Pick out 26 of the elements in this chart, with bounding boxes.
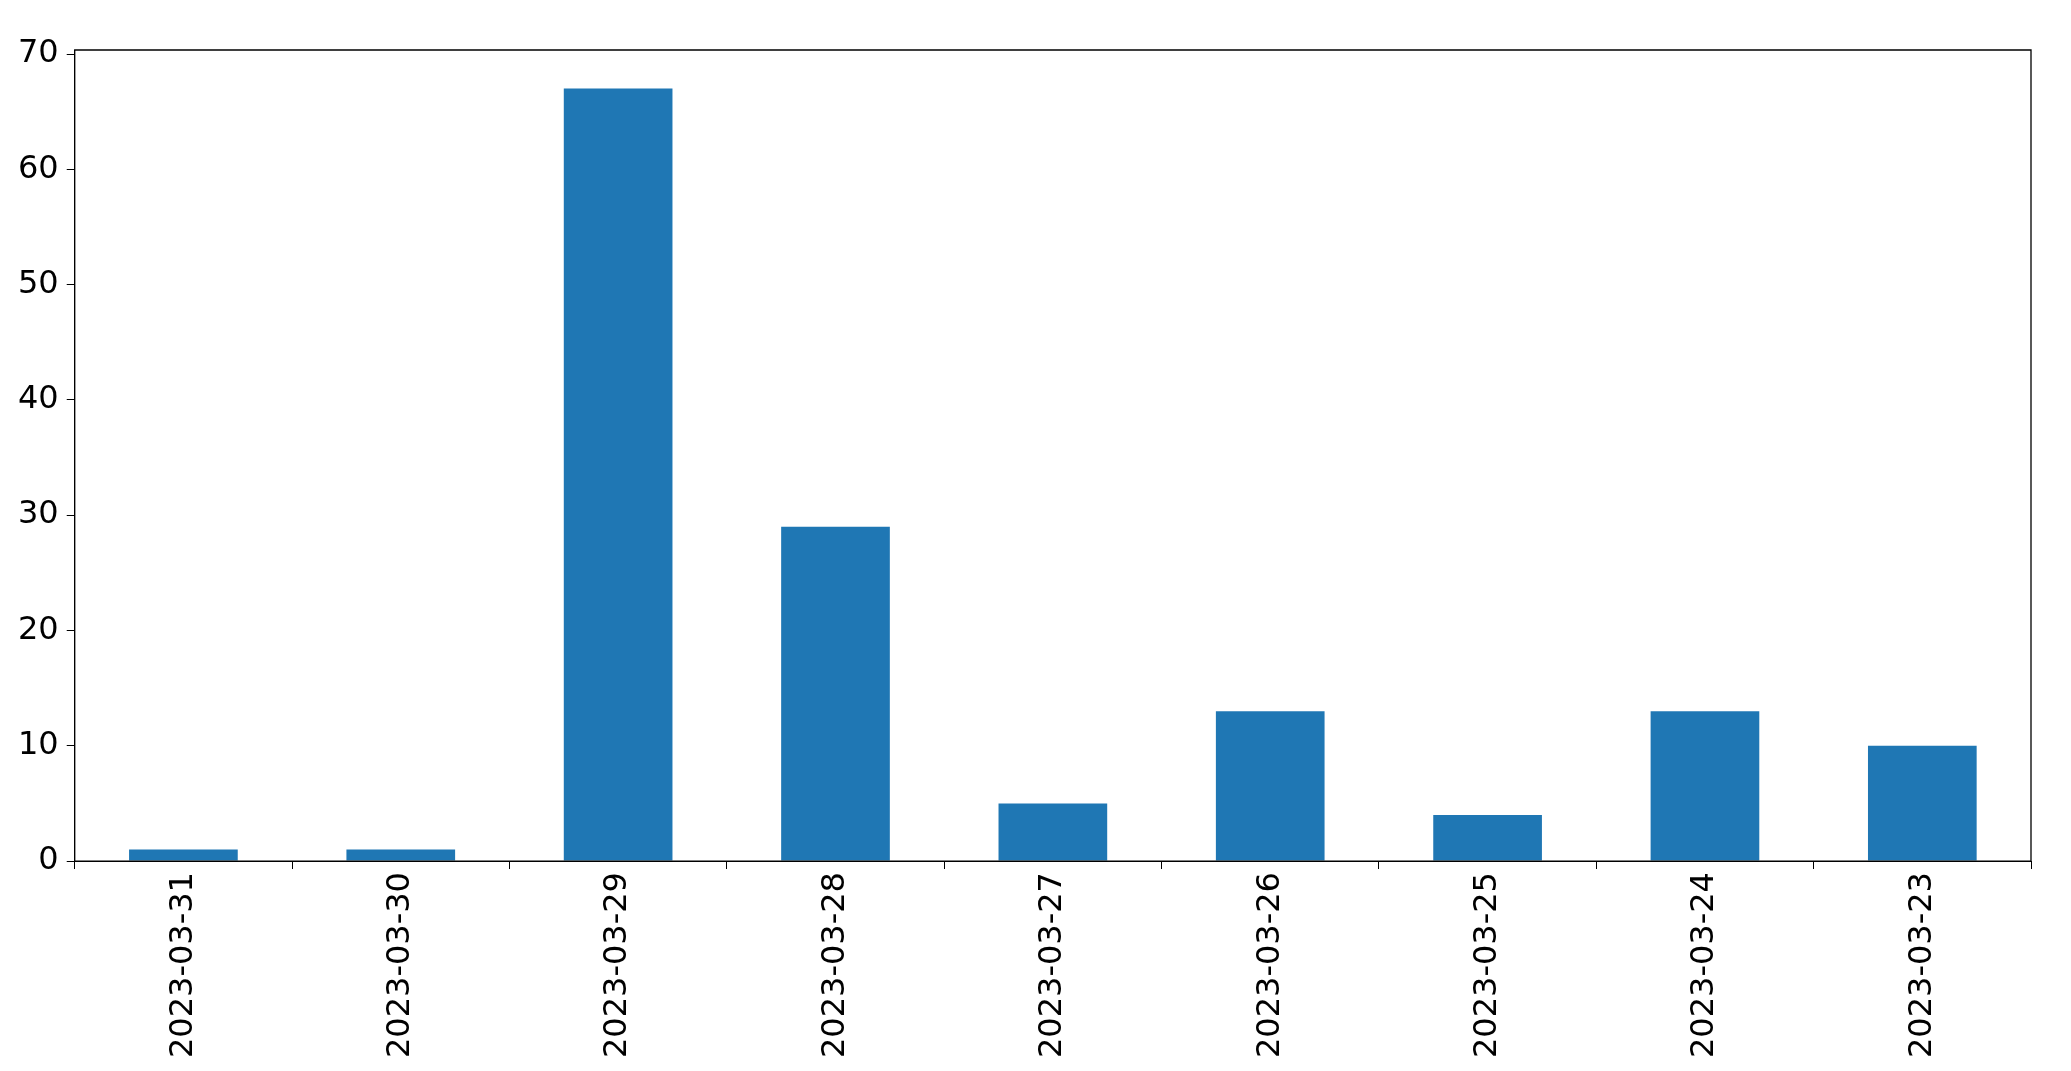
y-tick-label: 0	[38, 839, 59, 878]
bar	[781, 526, 890, 861]
bar	[1215, 711, 1325, 861]
x-tick-label: 2023-03-25	[1465, 872, 1504, 1058]
x-tick-label: 2023-03-24	[1683, 872, 1722, 1058]
x-tick-label: 2023-03-26	[1248, 872, 1287, 1058]
y-tick-label: 70	[18, 32, 59, 71]
bar	[998, 803, 1108, 861]
x-tick-label: 2023-03-29	[596, 872, 635, 1058]
y-tick-label: 30	[18, 493, 59, 532]
y-tick-label: 40	[18, 378, 59, 417]
bar	[1650, 711, 1760, 861]
bar	[1867, 745, 1977, 861]
x-tick-label: 2023-03-27	[1031, 872, 1070, 1058]
x-tick-label: 2023-03-30	[379, 872, 418, 1058]
y-tick-label: 10	[18, 724, 59, 763]
y-tick-label: 60	[18, 147, 59, 186]
y-tick-label: 50	[18, 262, 59, 301]
y-tick-label: 20	[18, 608, 59, 647]
bar	[129, 849, 238, 861]
x-tick-label: 2023-03-31	[161, 872, 200, 1058]
x-tick-label: 2023-03-23	[1900, 872, 1939, 1058]
bar	[346, 849, 456, 861]
bar	[563, 88, 673, 861]
x-tick-label: 2023-03-28	[813, 872, 852, 1058]
bar	[1433, 814, 1542, 861]
